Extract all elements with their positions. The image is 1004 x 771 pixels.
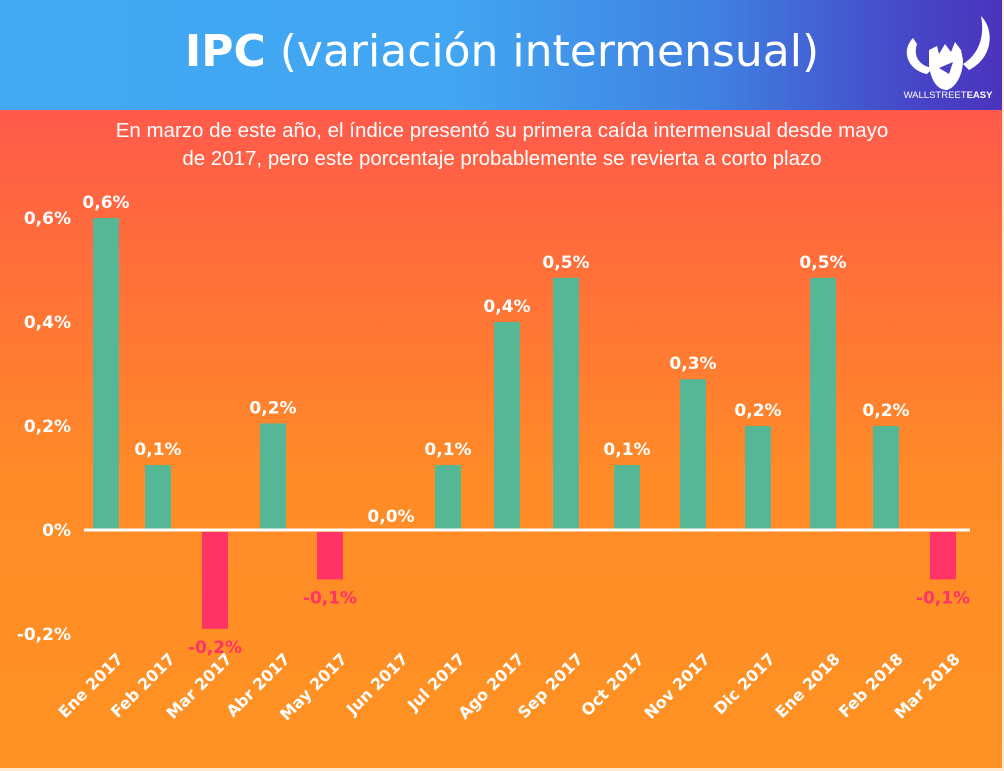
bar: [614, 465, 640, 529]
bar: [553, 277, 579, 529]
bar: [873, 426, 899, 529]
value-label: 0,2%: [734, 401, 781, 421]
subtitle-line-2: de 2017, pero este porcentaje probableme…: [182, 147, 822, 170]
y-tick-label: 0%: [42, 521, 71, 541]
value-label: 0,0%: [367, 507, 414, 527]
bar: [260, 423, 286, 529]
value-labels: 0,6% 0,1% -0,2% 0,2% -0,1% 0,0% 0,1% 0,4% 0,5% 0,…: [82, 193, 970, 658]
x-tick-label: Ene 2018: [772, 649, 844, 721]
bar: [930, 532, 956, 580]
y-tick-label: 0,4%: [24, 313, 71, 333]
header-banner: IPC (variación intermensual) WALLSTREETE…: [0, 0, 1002, 110]
bar: [317, 532, 343, 580]
bar: [745, 426, 771, 529]
value-label: 0,2%: [862, 401, 909, 421]
value-label: -0,1%: [303, 588, 357, 608]
x-tick-label: Dic 2017: [710, 649, 779, 718]
chart-subtitle: En marzo de este año, el índice presentó…: [0, 117, 1002, 173]
value-label: 0,1%: [603, 440, 650, 460]
page-title: IPC (variación intermensual): [0, 24, 1002, 80]
bar: [810, 277, 836, 529]
x-tick-label: Jun 2017: [342, 649, 412, 719]
x-tick-label: Nov 2017: [640, 649, 713, 722]
bar: [494, 322, 520, 529]
title-bold: IPC: [184, 26, 266, 77]
value-label: 0,5%: [799, 253, 846, 273]
bull-horns-fist-icon: [906, 16, 990, 90]
brand-light: WALLSTREET: [903, 90, 967, 101]
y-tick-label: 0,6%: [24, 209, 71, 229]
value-label: 0,3%: [669, 354, 716, 374]
bar: [680, 379, 706, 529]
brand-name: WALLSTREETEASY: [896, 90, 1000, 101]
subtitle-line-1: En marzo de este año, el índice presentó…: [115, 119, 889, 142]
bar: [435, 465, 461, 529]
value-label: 0,1%: [134, 440, 181, 460]
y-tick-label: 0,2%: [24, 417, 71, 437]
value-label: 0,5%: [542, 253, 589, 273]
y-axis: 0,6% 0,4% 0,2% 0% -0,2%: [17, 209, 71, 645]
bar: [145, 465, 171, 529]
x-tick-label: Oct 2017: [577, 649, 648, 720]
title-light: (variación intermensual): [279, 26, 820, 77]
bar: [202, 532, 228, 629]
value-label: 0,1%: [424, 440, 471, 460]
value-label: -0,2%: [188, 638, 242, 658]
value-label: -0,1%: [916, 588, 970, 608]
bars: [93, 218, 956, 629]
value-label: 0,4%: [483, 297, 530, 317]
brand-bold: EASY: [966, 90, 993, 101]
value-label: 0,2%: [249, 398, 296, 418]
bar: [93, 218, 119, 529]
value-label: 0,6%: [82, 193, 129, 213]
y-tick-label: -0,2%: [17, 625, 71, 645]
